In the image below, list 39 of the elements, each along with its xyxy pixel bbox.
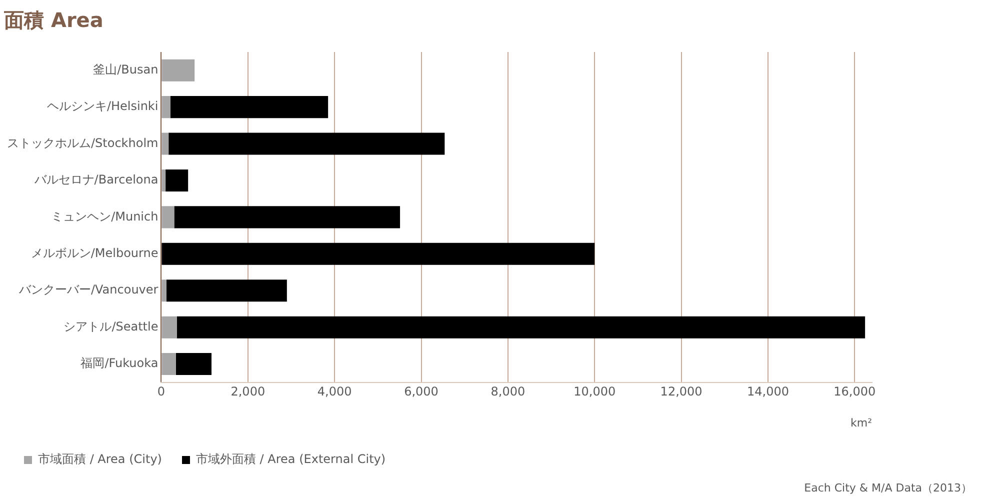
x-tick-label: 12,000 — [660, 384, 702, 399]
bar — [162, 280, 166, 302]
bar — [162, 132, 169, 155]
bar — [162, 206, 174, 228]
x-tick-label: 10,000 — [574, 384, 616, 399]
x-tick-label: 16,000 — [834, 384, 876, 399]
y-tick-label: メルボルン/Melbourne — [30, 246, 158, 260]
y-tick-label: ミュンヘン/Munich — [51, 209, 158, 224]
bar — [170, 96, 328, 118]
legend-label: 市域外面積 / Area (External City) — [196, 452, 386, 466]
bar — [174, 206, 400, 228]
bar — [162, 242, 595, 265]
x-tick-label: 4,000 — [317, 384, 352, 399]
bar — [162, 96, 170, 118]
y-tick-label: ヘルシンキ/Helsinki — [46, 99, 158, 114]
x-axis-title: km² — [850, 416, 872, 430]
y-tick-label: バルセロナ/Barcelona — [33, 172, 158, 187]
text: Each City & M/A Data（2013） — [804, 481, 972, 494]
bar — [176, 316, 866, 338]
y-tick-label: 福岡/Fukuoka — [80, 356, 158, 370]
y-tick-label: ストックホルム/Stockholm — [6, 136, 158, 150]
x-tick-label: 6,000 — [404, 384, 438, 399]
bar — [168, 132, 445, 155]
bar — [176, 353, 212, 376]
x-tick-label: 14,000 — [746, 384, 789, 399]
y-tick-label: 釜山/Busan — [93, 62, 158, 76]
bar — [162, 353, 176, 376]
x-tick-label: 8,000 — [490, 384, 526, 399]
x-tick-label: 2,000 — [230, 384, 266, 399]
x-tick-label: 0 — [157, 384, 166, 399]
chart-title: 面積 Area — [3, 8, 104, 32]
bar — [162, 169, 166, 192]
bar — [162, 59, 195, 82]
legend-label: 市域面積 / Area (City) — [38, 452, 162, 466]
bar — [162, 316, 177, 338]
y-tick-label: シアトル/Seattle — [64, 319, 158, 334]
bar — [166, 280, 287, 302]
y-tick-label: バンクーバー/Vancouver — [18, 282, 158, 297]
bar — [166, 169, 188, 192]
